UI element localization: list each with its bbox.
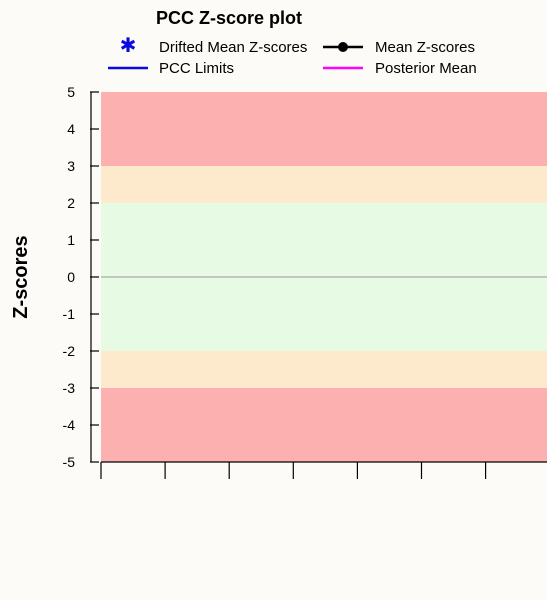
chart-title: PCC Z-score plot [156, 8, 302, 28]
y-tick-label: 4 [67, 121, 75, 137]
legend: ✱ Drifted Mean Z-scores Mean Z-scores PCC L… [108, 33, 477, 77]
legend-item: Posterior Mean [323, 60, 477, 77]
x-axis [100, 461, 547, 479]
y-tick-label: 5 [67, 84, 75, 100]
band-3 [101, 351, 547, 388]
legend-item: ✱ Drifted Mean Z-scores [120, 33, 308, 57]
legend-label: Posterior Mean [375, 60, 477, 77]
y-tick-label: -1 [63, 306, 76, 322]
band-4 [101, 388, 547, 462]
legend-item: PCC Limits [108, 60, 234, 77]
asterisk-icon: ✱ [120, 33, 137, 57]
legend-item: Mean Z-scores [323, 39, 475, 56]
legend-label: Mean Z-scores [375, 39, 475, 56]
y-tick-label: 0 [67, 269, 75, 285]
y-tick-label: 2 [67, 195, 75, 211]
y-tick-label: 1 [67, 232, 75, 248]
dot-icon [338, 42, 348, 52]
y-tick-label: -2 [63, 343, 76, 359]
legend-label: Drifted Mean Z-scores [159, 39, 307, 56]
threshold-bands [101, 92, 547, 462]
legend-label: PCC Limits [159, 60, 234, 77]
y-tick-label: -3 [63, 380, 76, 396]
y-axis: 5 4 3 2 1 0 -1 -2 -3 -4 -5 [63, 84, 99, 470]
band-1 [101, 166, 547, 203]
y-tick-label: -4 [63, 417, 76, 433]
y-axis-label: Z-scores [10, 235, 32, 318]
y-tick-label: 3 [67, 158, 75, 174]
band-0 [101, 92, 547, 166]
y-tick-label: -5 [63, 454, 76, 470]
